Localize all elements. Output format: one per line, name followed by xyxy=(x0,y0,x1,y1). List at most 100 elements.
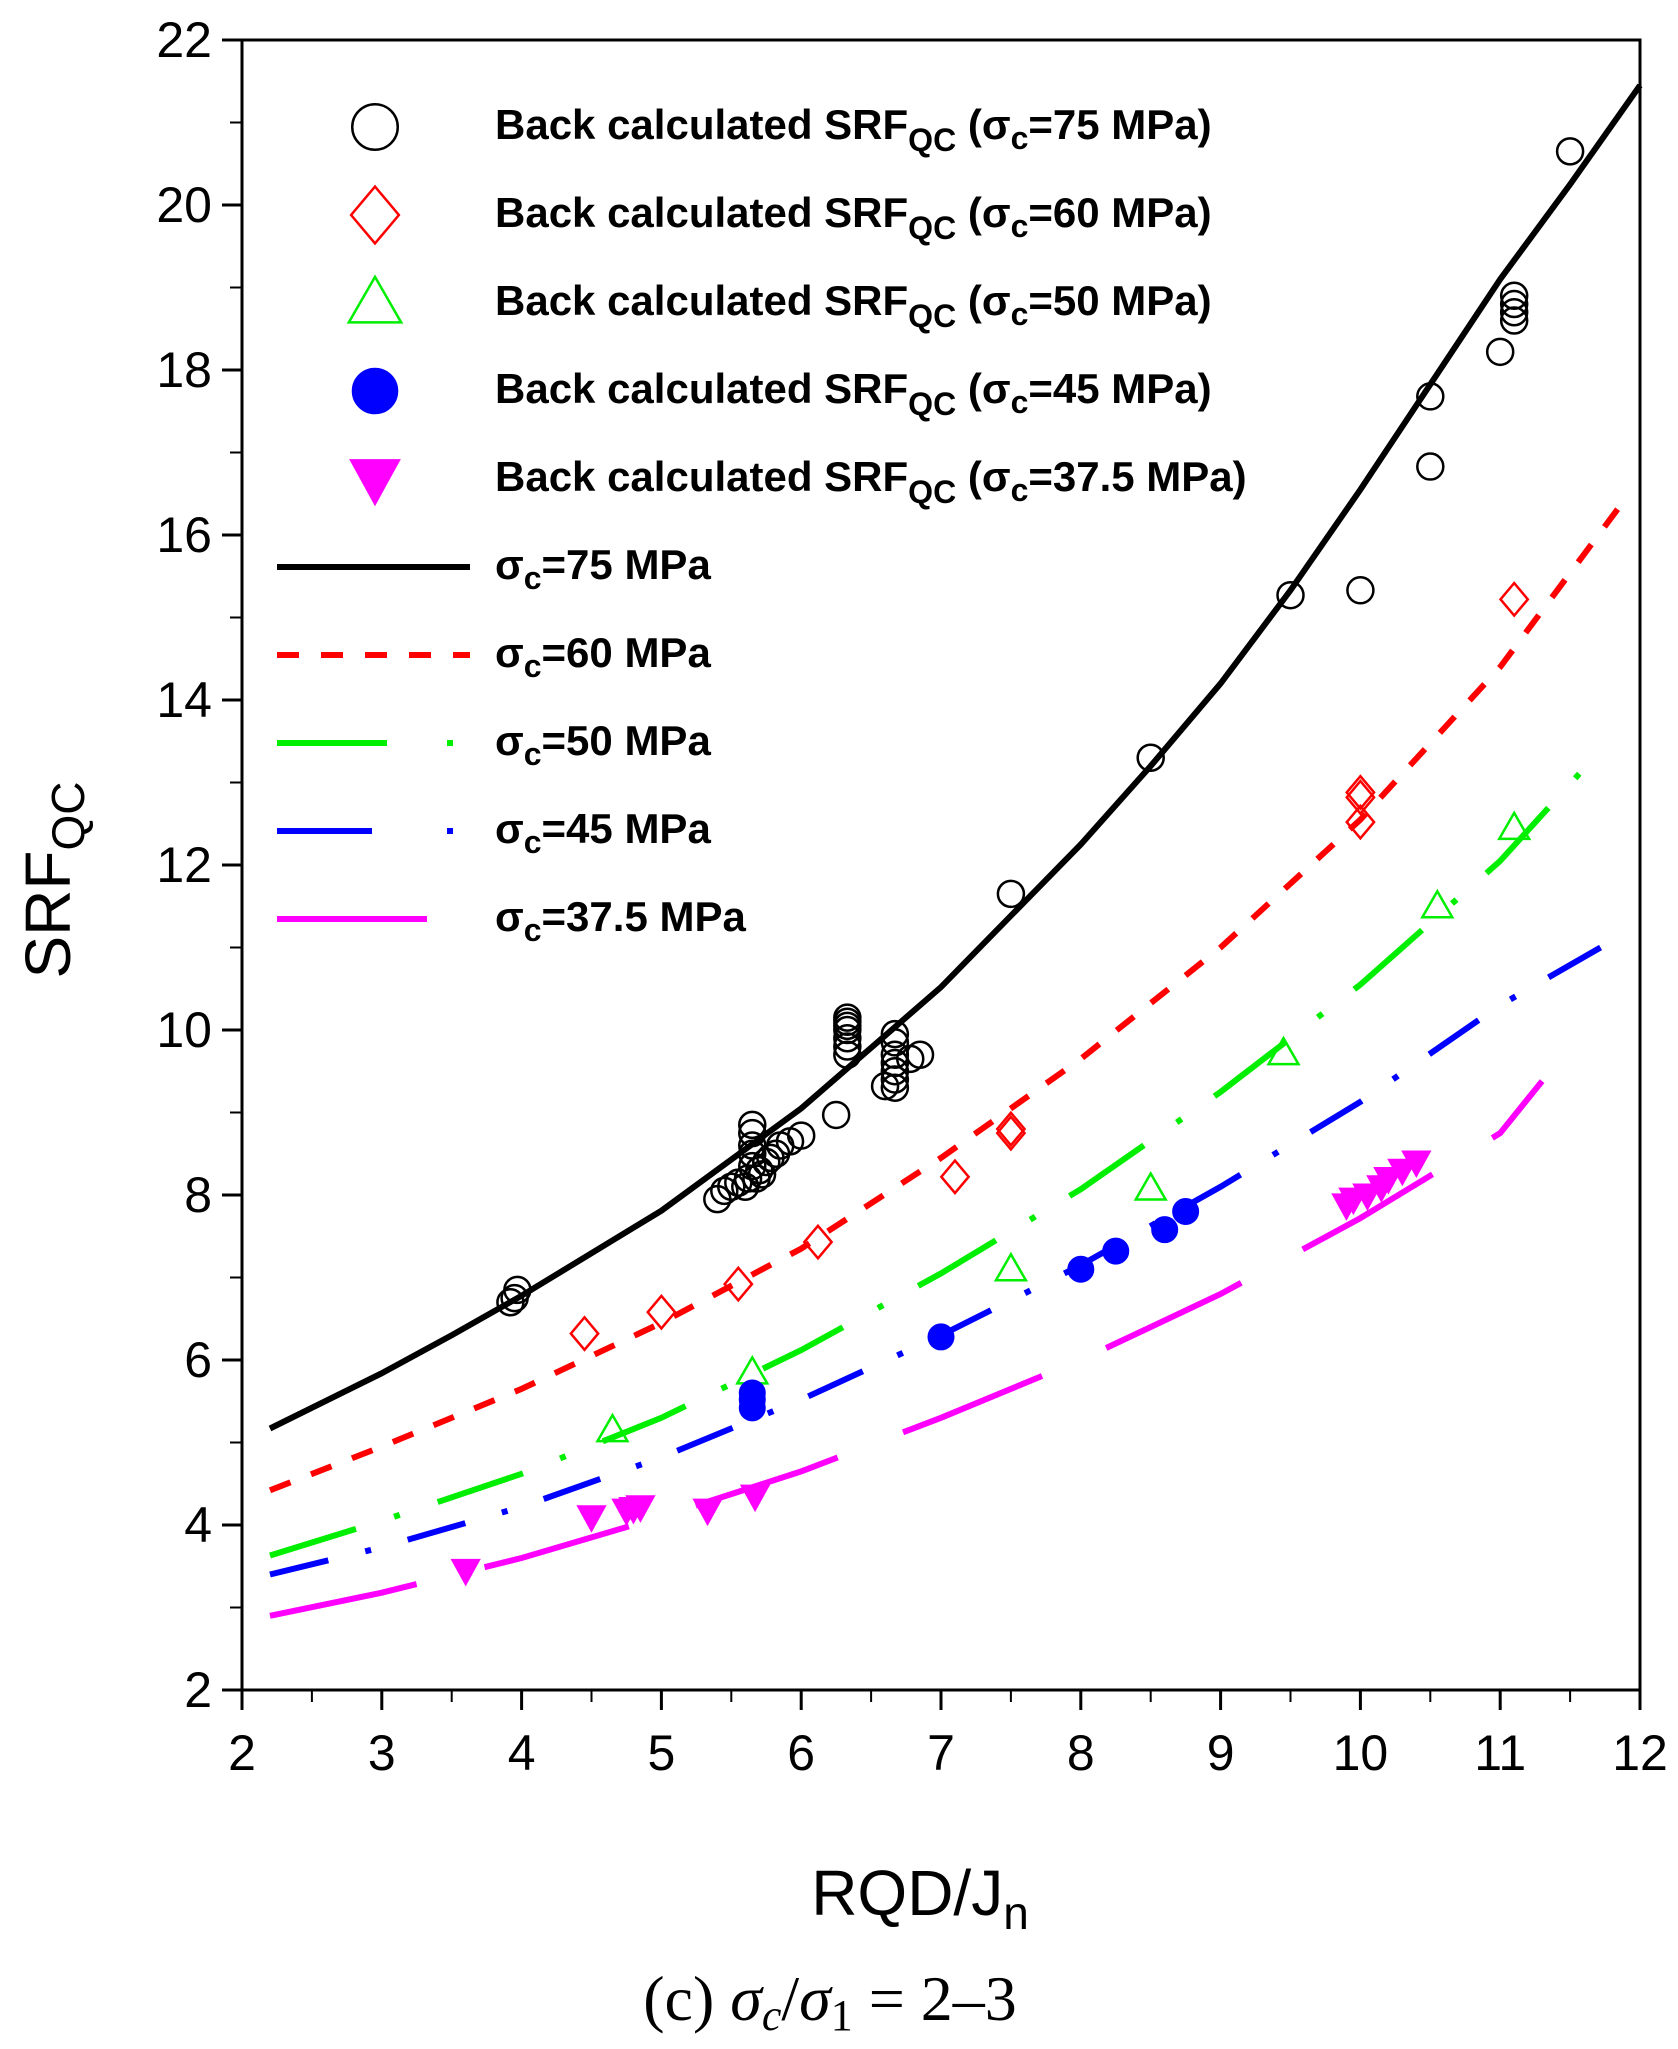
data-point xyxy=(1346,576,1375,605)
data-point xyxy=(1499,289,1529,319)
x-tick-label: 7 xyxy=(927,1725,955,1781)
series-layer xyxy=(268,83,1643,1619)
legend-marker-s37p xyxy=(349,459,401,507)
legend-label-s37p: Back calculated SRFQC (σc=37.5 MPa) xyxy=(495,453,1247,510)
x-axis-label: RQD/Jn xyxy=(811,1857,1029,1939)
data-point xyxy=(1067,1255,1095,1283)
data-point xyxy=(1102,1237,1130,1265)
data-point xyxy=(717,1172,746,1201)
data-point xyxy=(569,1315,600,1352)
data-point xyxy=(939,1158,971,1196)
data-point xyxy=(625,1495,656,1523)
data-point xyxy=(747,1160,777,1189)
legend-label-s60p: Back calculated SRFQC (σc=60 MPa) xyxy=(495,189,1212,246)
y-tick-label: 10 xyxy=(156,1002,212,1058)
data-point xyxy=(1136,743,1165,772)
data-point xyxy=(1345,774,1376,811)
y-tick-label: 6 xyxy=(184,1332,212,1388)
curve-45-mpa xyxy=(269,938,1614,1578)
y-tick-label: 20 xyxy=(156,177,212,233)
data-point xyxy=(710,1176,739,1206)
x-tick-label: 10 xyxy=(1333,1725,1389,1781)
legend-label-s50l: σc=50 MPa xyxy=(495,717,711,772)
legend-label-s75p: Back calculated SRFQC (σc=75 MPa) xyxy=(495,101,1212,158)
data-point xyxy=(1416,452,1445,481)
legend-label-s60l: σc=60 MPa xyxy=(495,629,711,684)
x-tick-label: 5 xyxy=(647,1725,675,1781)
y-tick-label: 22 xyxy=(156,12,212,68)
y-tick-label: 16 xyxy=(156,507,212,563)
legend-label-s45p: Back calculated SRFQC (σc=45 MPa) xyxy=(495,365,1212,422)
data-point xyxy=(833,1003,862,1032)
data-point xyxy=(1133,1170,1168,1201)
data-point xyxy=(739,1484,771,1513)
data-point xyxy=(1555,137,1585,166)
data-point xyxy=(927,1323,955,1351)
data-point xyxy=(1373,1166,1404,1195)
data-point xyxy=(1151,1216,1179,1244)
legend-label-s45l: σc=45 MPa xyxy=(495,805,711,860)
data-point xyxy=(738,1151,767,1181)
data-point xyxy=(1498,581,1530,618)
data-point xyxy=(833,1024,862,1053)
x-tick-label: 2 xyxy=(228,1725,256,1781)
data-point xyxy=(738,1118,767,1148)
data-point xyxy=(752,1147,781,1177)
data-point xyxy=(802,1223,834,1261)
y-tick-label: 4 xyxy=(184,1497,212,1553)
y-tick-label: 18 xyxy=(156,342,212,398)
curve-60-mpa xyxy=(268,496,1629,1494)
legend-marker-s45p xyxy=(351,367,399,415)
data-point xyxy=(646,1293,677,1331)
data-point xyxy=(880,1028,910,1057)
figure-caption: (c) σc/σ1 = 2–3 xyxy=(643,1963,1017,2040)
data-point xyxy=(996,879,1026,909)
x-tick-label: 11 xyxy=(1474,1725,1526,1781)
data-point xyxy=(1499,281,1529,310)
data-point xyxy=(1499,298,1529,327)
axes: 2 3 4 5 6 7 8 9 10 11 12 2 4 6 8 10 12 14 16 18 20 22 xyxy=(156,12,1667,1781)
data-point xyxy=(993,1251,1029,1282)
data-point xyxy=(995,1110,1027,1148)
x-tick-label: 8 xyxy=(1067,1725,1095,1781)
data-point xyxy=(995,1114,1027,1152)
x-tick-label: 9 xyxy=(1207,1725,1235,1781)
data-point xyxy=(1352,1183,1383,1211)
data-point xyxy=(1276,580,1305,610)
data-point xyxy=(738,1379,766,1407)
y-tick-label: 12 xyxy=(156,837,212,893)
y-tick-label: 8 xyxy=(184,1167,212,1223)
data-point xyxy=(786,1121,816,1150)
data-point xyxy=(1485,337,1515,367)
x-tick-label: 6 xyxy=(787,1725,815,1781)
data-point xyxy=(880,1048,910,1078)
data-point xyxy=(1345,803,1376,841)
data-point xyxy=(1497,810,1532,841)
data-point xyxy=(1416,382,1445,411)
legend-label-s37l: σc=37.5 MPa xyxy=(495,893,746,948)
data-point xyxy=(1345,779,1376,816)
data-point xyxy=(503,1275,532,1305)
curve-37.5-mpa xyxy=(269,1079,1545,1619)
legend-label-s75l: σc=75 MPa xyxy=(495,541,711,596)
legend-marker-s60p xyxy=(349,184,401,246)
x-tick-label: 12 xyxy=(1612,1725,1668,1781)
data-point xyxy=(905,1040,935,1069)
curve-50-mpa xyxy=(269,743,1608,1559)
data-point xyxy=(1266,1035,1301,1066)
y-tick-label: 14 xyxy=(156,672,212,728)
legend: Back calculated SRFQC (σc=75 MPa) Back ca… xyxy=(277,101,1247,948)
data-point xyxy=(880,1019,910,1049)
data-point xyxy=(595,1412,630,1443)
data-point xyxy=(1387,1158,1418,1187)
data-point xyxy=(450,1558,481,1587)
plot-frame xyxy=(240,38,1642,1692)
legend-marker-s50p xyxy=(346,274,404,324)
legend-marker-s75p xyxy=(351,103,399,151)
data-point xyxy=(723,1265,754,1303)
data-point xyxy=(1420,888,1455,919)
data-point xyxy=(576,1505,607,1533)
data-point xyxy=(1401,1150,1432,1178)
x-tick-label: 3 xyxy=(368,1725,396,1781)
